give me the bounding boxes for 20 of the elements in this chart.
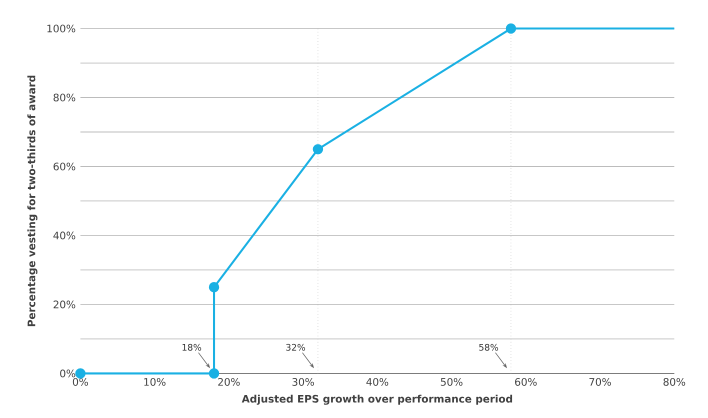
x-tick-label: 70% [589,378,611,386]
y-tick-label: 40% [53,232,76,240]
x-axis-title: Adjusted EPS growth over performance period [242,394,512,406]
x-tick-label: 50% [440,378,462,386]
annotation: 58% [479,344,498,351]
y-tick-label: 80% [54,94,76,102]
y-tick-label: 60% [54,162,76,171]
y-tick-label: 20% [54,300,76,309]
y-tick-label: 0% [60,370,76,378]
x-tick-label: 0% [72,378,88,386]
x-tick-label: 30% [292,378,314,386]
x-tick-label: 20% [218,378,240,386]
x-tick-label: 60% [515,378,537,386]
y-axis-title: Percentage vesting for two-thirds of award [27,76,38,326]
annotation: 18% [182,344,202,351]
x-tick-label: 80% [664,378,686,386]
annotation: 32% [286,344,306,351]
x-tick-label: 40% [366,378,388,386]
x-tick-label: 10% [144,378,166,386]
y-tick-label: 100% [47,24,76,33]
